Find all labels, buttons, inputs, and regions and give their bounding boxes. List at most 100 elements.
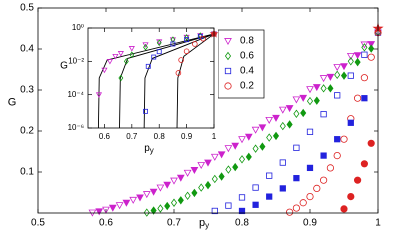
marker bbox=[292, 204, 300, 212]
marker bbox=[279, 159, 286, 166]
marker bbox=[368, 44, 375, 53]
x-tick-label: 0.5 bbox=[31, 218, 45, 229]
marker bbox=[293, 175, 300, 182]
x-axis-label-main: p bbox=[199, 217, 205, 229]
marker bbox=[319, 75, 328, 83]
marker bbox=[150, 206, 157, 215]
x-tick-label: 0.7 bbox=[126, 132, 138, 141]
marker bbox=[258, 124, 267, 132]
marker bbox=[175, 70, 182, 76]
marker bbox=[170, 177, 178, 185]
marker bbox=[204, 159, 212, 167]
y-tick-label: 0.4 bbox=[20, 44, 34, 55]
marker bbox=[279, 121, 286, 131]
marker bbox=[143, 108, 148, 114]
marker bbox=[142, 42, 149, 48]
marker bbox=[184, 34, 190, 41]
y-axis-label: G bbox=[60, 61, 68, 72]
y-tick-label: 10⁰ bbox=[72, 23, 84, 32]
marker bbox=[176, 174, 185, 182]
marker bbox=[360, 160, 368, 168]
marker bbox=[306, 86, 314, 94]
marker bbox=[334, 92, 341, 99]
marker bbox=[266, 193, 273, 200]
y-tick-label: 0.3 bbox=[20, 85, 34, 96]
x-axis-label-main: p bbox=[144, 143, 150, 154]
marker bbox=[312, 84, 321, 92]
marker bbox=[163, 181, 172, 189]
marker bbox=[346, 53, 355, 60]
marker bbox=[252, 144, 259, 153]
legend-marker bbox=[224, 51, 232, 61]
marker bbox=[326, 164, 334, 172]
marker bbox=[313, 184, 321, 192]
marker bbox=[238, 136, 246, 144]
marker bbox=[115, 202, 124, 210]
marker bbox=[285, 105, 294, 113]
y-tick-label: 0.5 bbox=[20, 3, 34, 14]
marker bbox=[184, 37, 190, 43]
x-tick-label: 0.9 bbox=[303, 218, 317, 229]
marker bbox=[334, 70, 341, 80]
marker bbox=[238, 155, 246, 164]
plot-frame bbox=[37, 7, 379, 214]
marker bbox=[210, 153, 219, 161]
marker bbox=[326, 73, 335, 81]
x-axis-label: py bbox=[144, 143, 154, 155]
marker bbox=[293, 109, 300, 118]
marker bbox=[334, 136, 341, 143]
marker bbox=[320, 152, 327, 159]
marker bbox=[177, 196, 184, 205]
marker bbox=[218, 172, 225, 181]
marker bbox=[319, 176, 328, 184]
marker bbox=[306, 96, 314, 106]
legend-label: 0.8 bbox=[240, 36, 254, 47]
marker bbox=[306, 128, 314, 135]
x-tick-label: 0.8 bbox=[235, 218, 249, 229]
marker bbox=[272, 114, 280, 122]
marker bbox=[259, 142, 266, 151]
marker bbox=[266, 133, 273, 142]
legend-label: 0.4 bbox=[240, 66, 254, 77]
marker bbox=[251, 126, 260, 134]
x-axis-label: py bbox=[199, 217, 209, 230]
legend-label: 0.6 bbox=[240, 51, 254, 62]
x-axis-label-sub: y bbox=[150, 146, 154, 155]
marker bbox=[279, 185, 286, 192]
x-tick-label: 0.6 bbox=[99, 218, 113, 229]
x-tick-label: 1 bbox=[375, 218, 381, 229]
marker bbox=[361, 51, 368, 58]
marker bbox=[252, 184, 259, 191]
marker bbox=[217, 151, 226, 159]
marker bbox=[145, 63, 151, 69]
marker bbox=[285, 208, 294, 216]
marker bbox=[204, 180, 212, 190]
marker bbox=[333, 152, 341, 160]
marker bbox=[122, 199, 131, 207]
marker bbox=[108, 204, 117, 212]
marker bbox=[360, 74, 368, 82]
marker bbox=[347, 193, 355, 201]
marker bbox=[347, 57, 354, 66]
marker bbox=[136, 194, 144, 202]
legend-marker bbox=[224, 82, 232, 90]
marker bbox=[184, 191, 191, 200]
x-tick-label: 1 bbox=[212, 132, 217, 141]
marker bbox=[353, 94, 362, 102]
marker bbox=[238, 207, 246, 215]
marker bbox=[300, 108, 307, 118]
marker bbox=[367, 139, 375, 147]
marker bbox=[367, 53, 375, 61]
marker bbox=[170, 41, 176, 47]
marker bbox=[211, 174, 218, 184]
x-tick-label: 0.8 bbox=[154, 132, 166, 141]
marker bbox=[293, 144, 300, 151]
marker bbox=[353, 176, 362, 184]
marker bbox=[225, 202, 232, 209]
marker bbox=[118, 74, 124, 82]
marker bbox=[95, 92, 103, 98]
legend-marker bbox=[224, 67, 232, 75]
marker bbox=[178, 57, 184, 63]
marker bbox=[361, 43, 368, 52]
